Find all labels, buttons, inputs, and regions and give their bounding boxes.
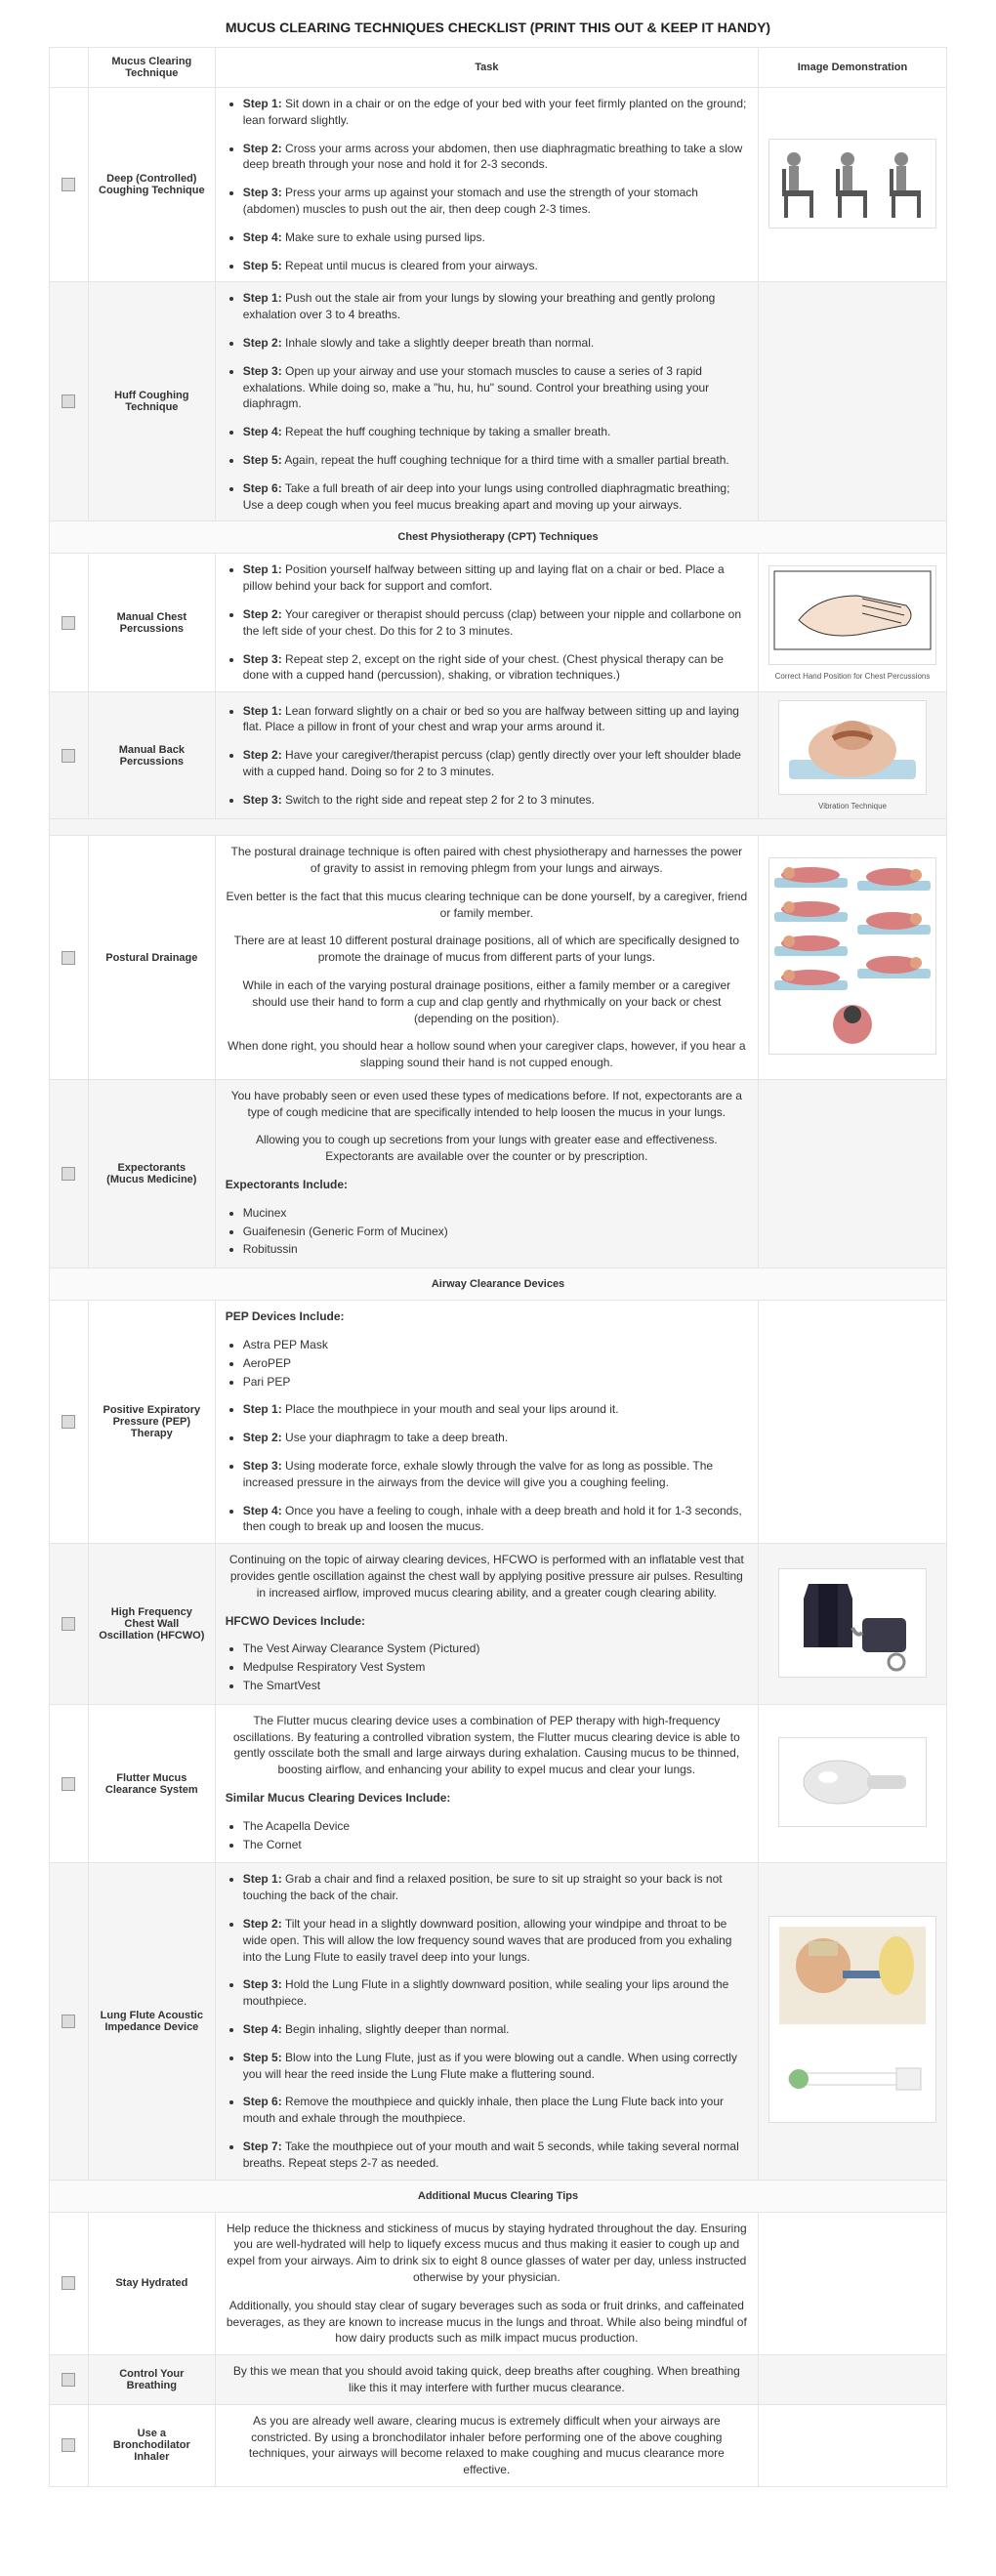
image-cell bbox=[758, 1079, 946, 1267]
technique-name: Expectorants (Mucus Medicine) bbox=[88, 1079, 215, 1267]
row-checkbox[interactable] bbox=[62, 1167, 75, 1181]
technique-name: Flutter Mucus Clearance System bbox=[88, 1704, 215, 1863]
header-technique: Mucus Clearing Technique bbox=[88, 48, 215, 88]
image-cell bbox=[758, 2404, 946, 2486]
row-checkbox[interactable] bbox=[62, 1777, 75, 1791]
demo-image bbox=[768, 139, 936, 229]
table-row: Positive Expiratory Pressure (PEP) Thera… bbox=[50, 1301, 947, 1544]
row-checkbox[interactable] bbox=[62, 1617, 75, 1631]
header-checkbox bbox=[50, 48, 89, 88]
header-task: Task bbox=[215, 48, 758, 88]
row-checkbox[interactable] bbox=[62, 2015, 75, 2028]
image-cell bbox=[758, 2212, 946, 2355]
checklist-table: Mucus Clearing Technique Task Image Demo… bbox=[49, 47, 947, 2487]
task-cell: Step 1: Position yourself halfway betwee… bbox=[215, 554, 758, 692]
technique-name: Deep (Controlled) Coughing Technique bbox=[88, 88, 215, 282]
section-header: Airway Clearance Devices bbox=[50, 1268, 947, 1301]
image-cell bbox=[758, 1863, 946, 2180]
header-image: Image Demonstration bbox=[758, 48, 946, 88]
demo-image bbox=[768, 1916, 936, 2123]
table-row: Postural Drainage The postural drainage … bbox=[50, 836, 947, 1080]
image-cell bbox=[758, 836, 946, 1080]
image-cell bbox=[758, 1544, 946, 1705]
task-cell: Step 1: Push out the stale air from your… bbox=[215, 282, 758, 521]
task-cell: PEP Devices Include:Astra PEP MaskAeroPE… bbox=[215, 1301, 758, 1544]
image-cell: Vibration Technique bbox=[758, 692, 946, 819]
demo-image bbox=[778, 1737, 927, 1827]
task-cell: You have probably seen or even used thes… bbox=[215, 1079, 758, 1267]
row-checkbox[interactable] bbox=[62, 1415, 75, 1429]
table-row: Stay Hydrated Help reduce the thickness … bbox=[50, 2212, 947, 2355]
image-caption: Correct Hand Position for Chest Percussi… bbox=[768, 672, 936, 681]
table-row: Expectorants (Mucus Medicine) You have p… bbox=[50, 1079, 947, 1267]
demo-image bbox=[768, 857, 936, 1055]
demo-image bbox=[778, 700, 927, 795]
technique-name: Use a Bronchodilator Inhaler bbox=[88, 2404, 215, 2486]
image-cell bbox=[758, 282, 946, 521]
technique-name: Huff Coughing Technique bbox=[88, 282, 215, 521]
table-row: Control Your Breathing By this we mean t… bbox=[50, 2355, 947, 2405]
image-cell bbox=[758, 2355, 946, 2405]
technique-name: Control Your Breathing bbox=[88, 2355, 215, 2405]
technique-name: Lung Flute Acoustic Impedance Device bbox=[88, 1863, 215, 2180]
page-title: MUCUS CLEARING TECHNIQUES CHECKLIST (PRI… bbox=[0, 0, 996, 47]
row-checkbox[interactable] bbox=[62, 395, 75, 408]
table-row: High Frequency Chest Wall Oscillation (H… bbox=[50, 1544, 947, 1705]
row-checkbox[interactable] bbox=[62, 951, 75, 965]
image-cell bbox=[758, 1704, 946, 1863]
table-row: Flutter Mucus Clearance System The Flutt… bbox=[50, 1704, 947, 1863]
image-cell: Correct Hand Position for Chest Percussi… bbox=[758, 554, 946, 692]
task-cell: Help reduce the thickness and stickiness… bbox=[215, 2212, 758, 2355]
image-cell bbox=[758, 88, 946, 282]
row-checkbox[interactable] bbox=[62, 2276, 75, 2290]
image-caption: Vibration Technique bbox=[768, 802, 936, 810]
row-checkbox[interactable] bbox=[62, 178, 75, 191]
spacer-row bbox=[50, 819, 947, 836]
demo-image bbox=[768, 565, 936, 665]
table-row: Manual Chest Percussions Step 1: Positio… bbox=[50, 554, 947, 692]
task-cell: The Flutter mucus clearing device uses a… bbox=[215, 1704, 758, 1863]
technique-name: Manual Back Percussions bbox=[88, 692, 215, 819]
technique-name: Manual Chest Percussions bbox=[88, 554, 215, 692]
table-row: Manual Back Percussions Step 1: Lean for… bbox=[50, 692, 947, 819]
task-cell: Step 1: Lean forward slightly on a chair… bbox=[215, 692, 758, 819]
image-cell bbox=[758, 1301, 946, 1544]
task-cell: By this we mean that you should avoid ta… bbox=[215, 2355, 758, 2405]
table-row: Deep (Controlled) Coughing Technique Ste… bbox=[50, 88, 947, 282]
row-checkbox[interactable] bbox=[62, 2373, 75, 2387]
demo-image bbox=[778, 1568, 927, 1678]
row-checkbox[interactable] bbox=[62, 2438, 75, 2452]
table-row: Lung Flute Acoustic Impedance Device Ste… bbox=[50, 1863, 947, 2180]
technique-name: Stay Hydrated bbox=[88, 2212, 215, 2355]
table-row: Huff Coughing Technique Step 1: Push out… bbox=[50, 282, 947, 521]
row-checkbox[interactable] bbox=[62, 616, 75, 630]
task-cell: The postural drainage technique is often… bbox=[215, 836, 758, 1080]
table-row: Use a Bronchodilator Inhaler As you are … bbox=[50, 2404, 947, 2486]
section-header: Additional Mucus Clearing Tips bbox=[50, 2180, 947, 2212]
task-cell: Step 1: Sit down in a chair or on the ed… bbox=[215, 88, 758, 282]
task-cell: Step 1: Grab a chair and find a relaxed … bbox=[215, 1863, 758, 2180]
technique-name: Positive Expiratory Pressure (PEP) Thera… bbox=[88, 1301, 215, 1544]
task-cell: As you are already well aware, clearing … bbox=[215, 2404, 758, 2486]
technique-name: Postural Drainage bbox=[88, 836, 215, 1080]
task-cell: Continuing on the topic of airway cleari… bbox=[215, 1544, 758, 1705]
technique-name: High Frequency Chest Wall Oscillation (H… bbox=[88, 1544, 215, 1705]
section-header: Chest Physiotherapy (CPT) Techniques bbox=[50, 521, 947, 554]
row-checkbox[interactable] bbox=[62, 749, 75, 763]
